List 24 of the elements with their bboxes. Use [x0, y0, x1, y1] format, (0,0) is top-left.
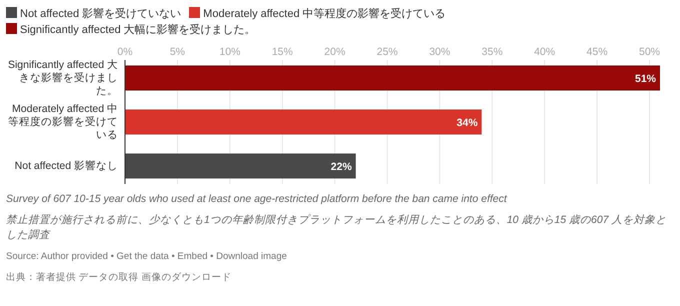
x-tick-label: 0%: [117, 46, 133, 58]
data-label: 22%: [330, 161, 352, 173]
x-tick-label: 50%: [639, 46, 660, 58]
legend-label: Moderately affected 中等程度の影響を受けている: [202, 6, 446, 22]
data-label: 34%: [456, 117, 478, 129]
x-tick-label: 45%: [586, 46, 608, 58]
legend-label: Not affected 影響を受けていない: [19, 6, 182, 22]
x-tick-label: 10%: [219, 46, 240, 58]
x-tick-label: 30%: [429, 46, 450, 58]
x-tick-label: 40%: [534, 46, 556, 58]
x-tick-label: 35%: [482, 46, 503, 58]
legend-label: Significantly affected 大幅に影響を受けました。: [19, 22, 256, 38]
source-note: 出典：著者提供 データの取得 画像のダウンロード: [6, 271, 232, 285]
source-note: Source: Author provided • Get the data • Embed • Download image: [6, 250, 288, 264]
y-tick-label: Significantly affected 大きな影響を受けました。: [6, 58, 118, 98]
x-tick-label: 5%: [170, 46, 186, 58]
text: 禁止措置が施行される前に、少なくとも1つの年齢制限付きプラットフォームを利用したことのある、10 歳から15 歳の607 人を対象とした調査: [6, 214, 666, 241]
y-tick-label: Moderately affected 中等程度の影響を受けている: [7, 102, 118, 142]
data-label: 51%: [634, 73, 657, 85]
x-tick-label: 20%: [324, 46, 346, 58]
text: Survey of 607 10-15 year olds who used at least one age-restricted platform before the ban came into effect: [6, 193, 507, 205]
y-tick-label: Not affected 影響なし: [14, 160, 118, 172]
x-tick-label: 25%: [376, 46, 398, 58]
x-tick-label: 15%: [272, 46, 293, 58]
